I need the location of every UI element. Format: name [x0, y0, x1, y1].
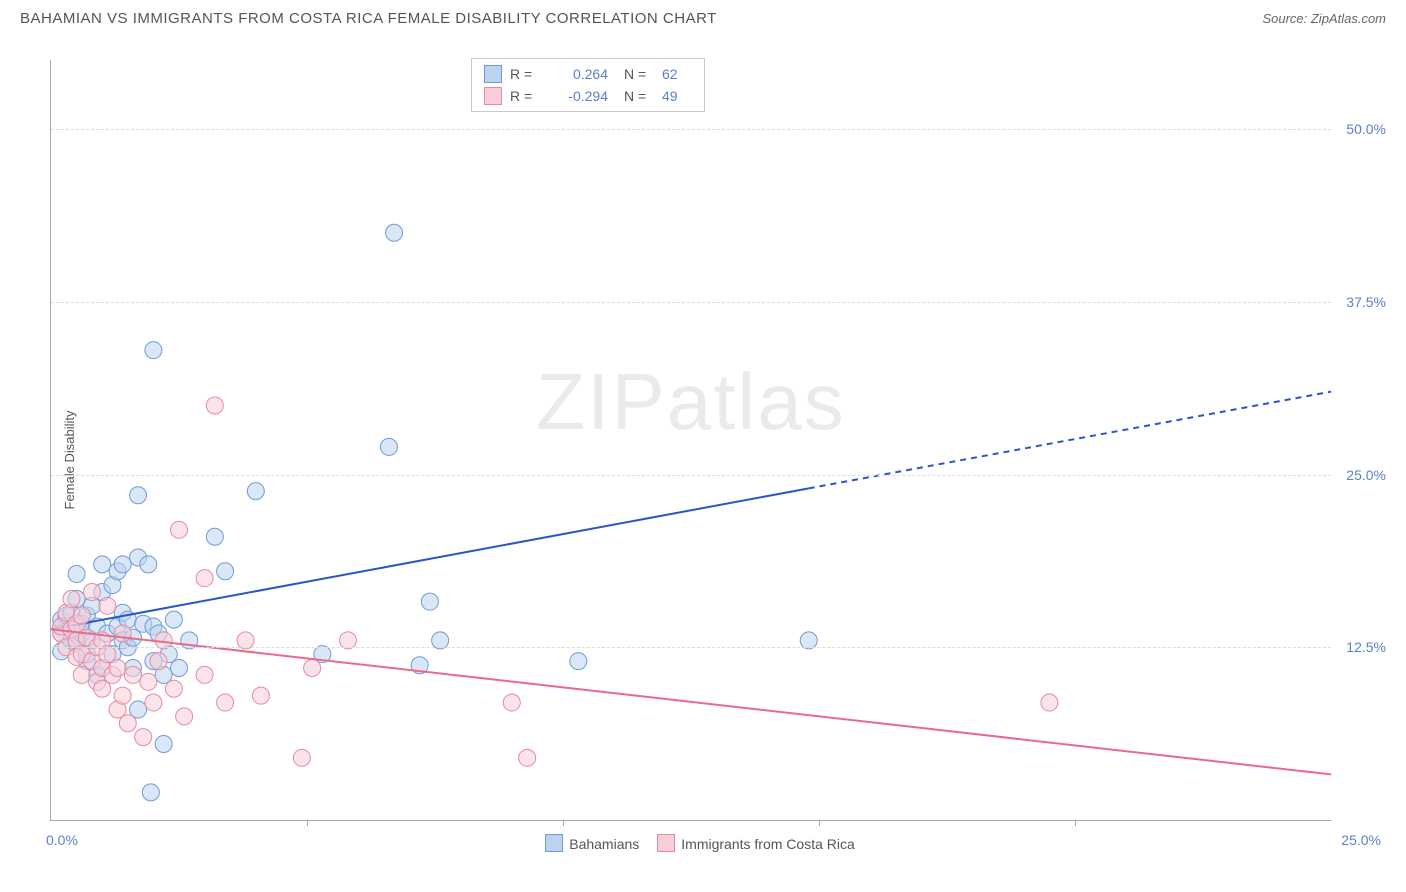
data-point — [206, 397, 223, 414]
y-tick-label: 12.5% — [1336, 639, 1386, 655]
data-point — [171, 521, 188, 538]
data-point — [114, 687, 131, 704]
data-point — [73, 607, 90, 624]
data-point — [247, 483, 264, 500]
chart-svg-overlay — [51, 60, 1331, 820]
y-tick-label: 37.5% — [1336, 294, 1386, 310]
chart-title: BAHAMIAN VS IMMIGRANTS FROM COSTA RICA F… — [20, 10, 717, 27]
n-label: N = — [624, 66, 654, 82]
data-point — [145, 342, 162, 359]
data-point — [68, 566, 85, 583]
series-legend: Bahamians Immigrants from Costa Rica — [51, 834, 1331, 852]
data-point — [109, 660, 126, 677]
y-tick-label: 50.0% — [1336, 121, 1386, 137]
data-point — [304, 660, 321, 677]
n-label: N = — [624, 88, 654, 104]
data-point — [130, 487, 147, 504]
data-point — [386, 224, 403, 241]
data-point — [145, 694, 162, 711]
r-label: R = — [510, 66, 540, 82]
data-point — [171, 660, 188, 677]
legend-swatch — [545, 834, 563, 852]
legend-swatch — [484, 87, 502, 105]
data-point — [1041, 694, 1058, 711]
source-attribution: Source: ZipAtlas.com — [1262, 11, 1386, 26]
gridline-h — [51, 302, 1331, 303]
correlation-legend: R = 0.264 N = 62 R = -0.294 N = 49 — [471, 58, 705, 112]
gridline-h — [51, 129, 1331, 130]
data-point — [140, 673, 157, 690]
scatter-plot-area: ZIPatlas R =0.264N =62R =-0.294N =49 0.0… — [50, 60, 1331, 821]
x-tick — [563, 820, 564, 826]
r-label: R = — [510, 88, 540, 104]
data-point — [124, 666, 141, 683]
x-tick — [307, 820, 308, 826]
data-point — [155, 736, 172, 753]
data-point — [519, 749, 536, 766]
data-point — [380, 438, 397, 455]
trend-line — [51, 629, 1331, 774]
data-point — [83, 584, 100, 601]
legend-series-label: Bahamians — [569, 836, 639, 852]
data-point — [135, 729, 152, 746]
data-point — [114, 625, 131, 642]
x-axis-max-label: 25.0% — [1341, 832, 1381, 848]
data-point — [150, 653, 167, 670]
legend-stat-row: R = -0.294 N = 49 — [484, 85, 692, 107]
r-value: 0.264 — [548, 66, 608, 82]
data-point — [503, 694, 520, 711]
legend-stat-row: R = 0.264 N = 62 — [484, 63, 692, 85]
data-point — [176, 708, 193, 725]
data-point — [570, 653, 587, 670]
data-point — [119, 715, 136, 732]
data-point — [293, 749, 310, 766]
data-point — [99, 597, 116, 614]
x-tick — [819, 820, 820, 826]
data-point — [196, 570, 213, 587]
legend-swatch — [484, 65, 502, 83]
data-point — [252, 687, 269, 704]
data-point — [206, 528, 223, 545]
x-tick — [1075, 820, 1076, 826]
data-point — [140, 556, 157, 573]
data-point — [142, 784, 159, 801]
legend-swatch — [657, 834, 675, 852]
data-point — [114, 556, 131, 573]
data-point — [165, 611, 182, 628]
data-point — [165, 680, 182, 697]
n-value: 62 — [662, 66, 692, 82]
data-point — [63, 590, 80, 607]
data-point — [217, 563, 234, 580]
y-tick-label: 25.0% — [1336, 467, 1386, 483]
data-point — [196, 666, 213, 683]
gridline-h — [51, 647, 1331, 648]
n-value: 49 — [662, 88, 692, 104]
data-point — [421, 593, 438, 610]
r-value: -0.294 — [548, 88, 608, 104]
legend-series-label: Immigrants from Costa Rica — [681, 836, 854, 852]
data-point — [217, 694, 234, 711]
data-point — [94, 556, 111, 573]
gridline-h — [51, 475, 1331, 476]
